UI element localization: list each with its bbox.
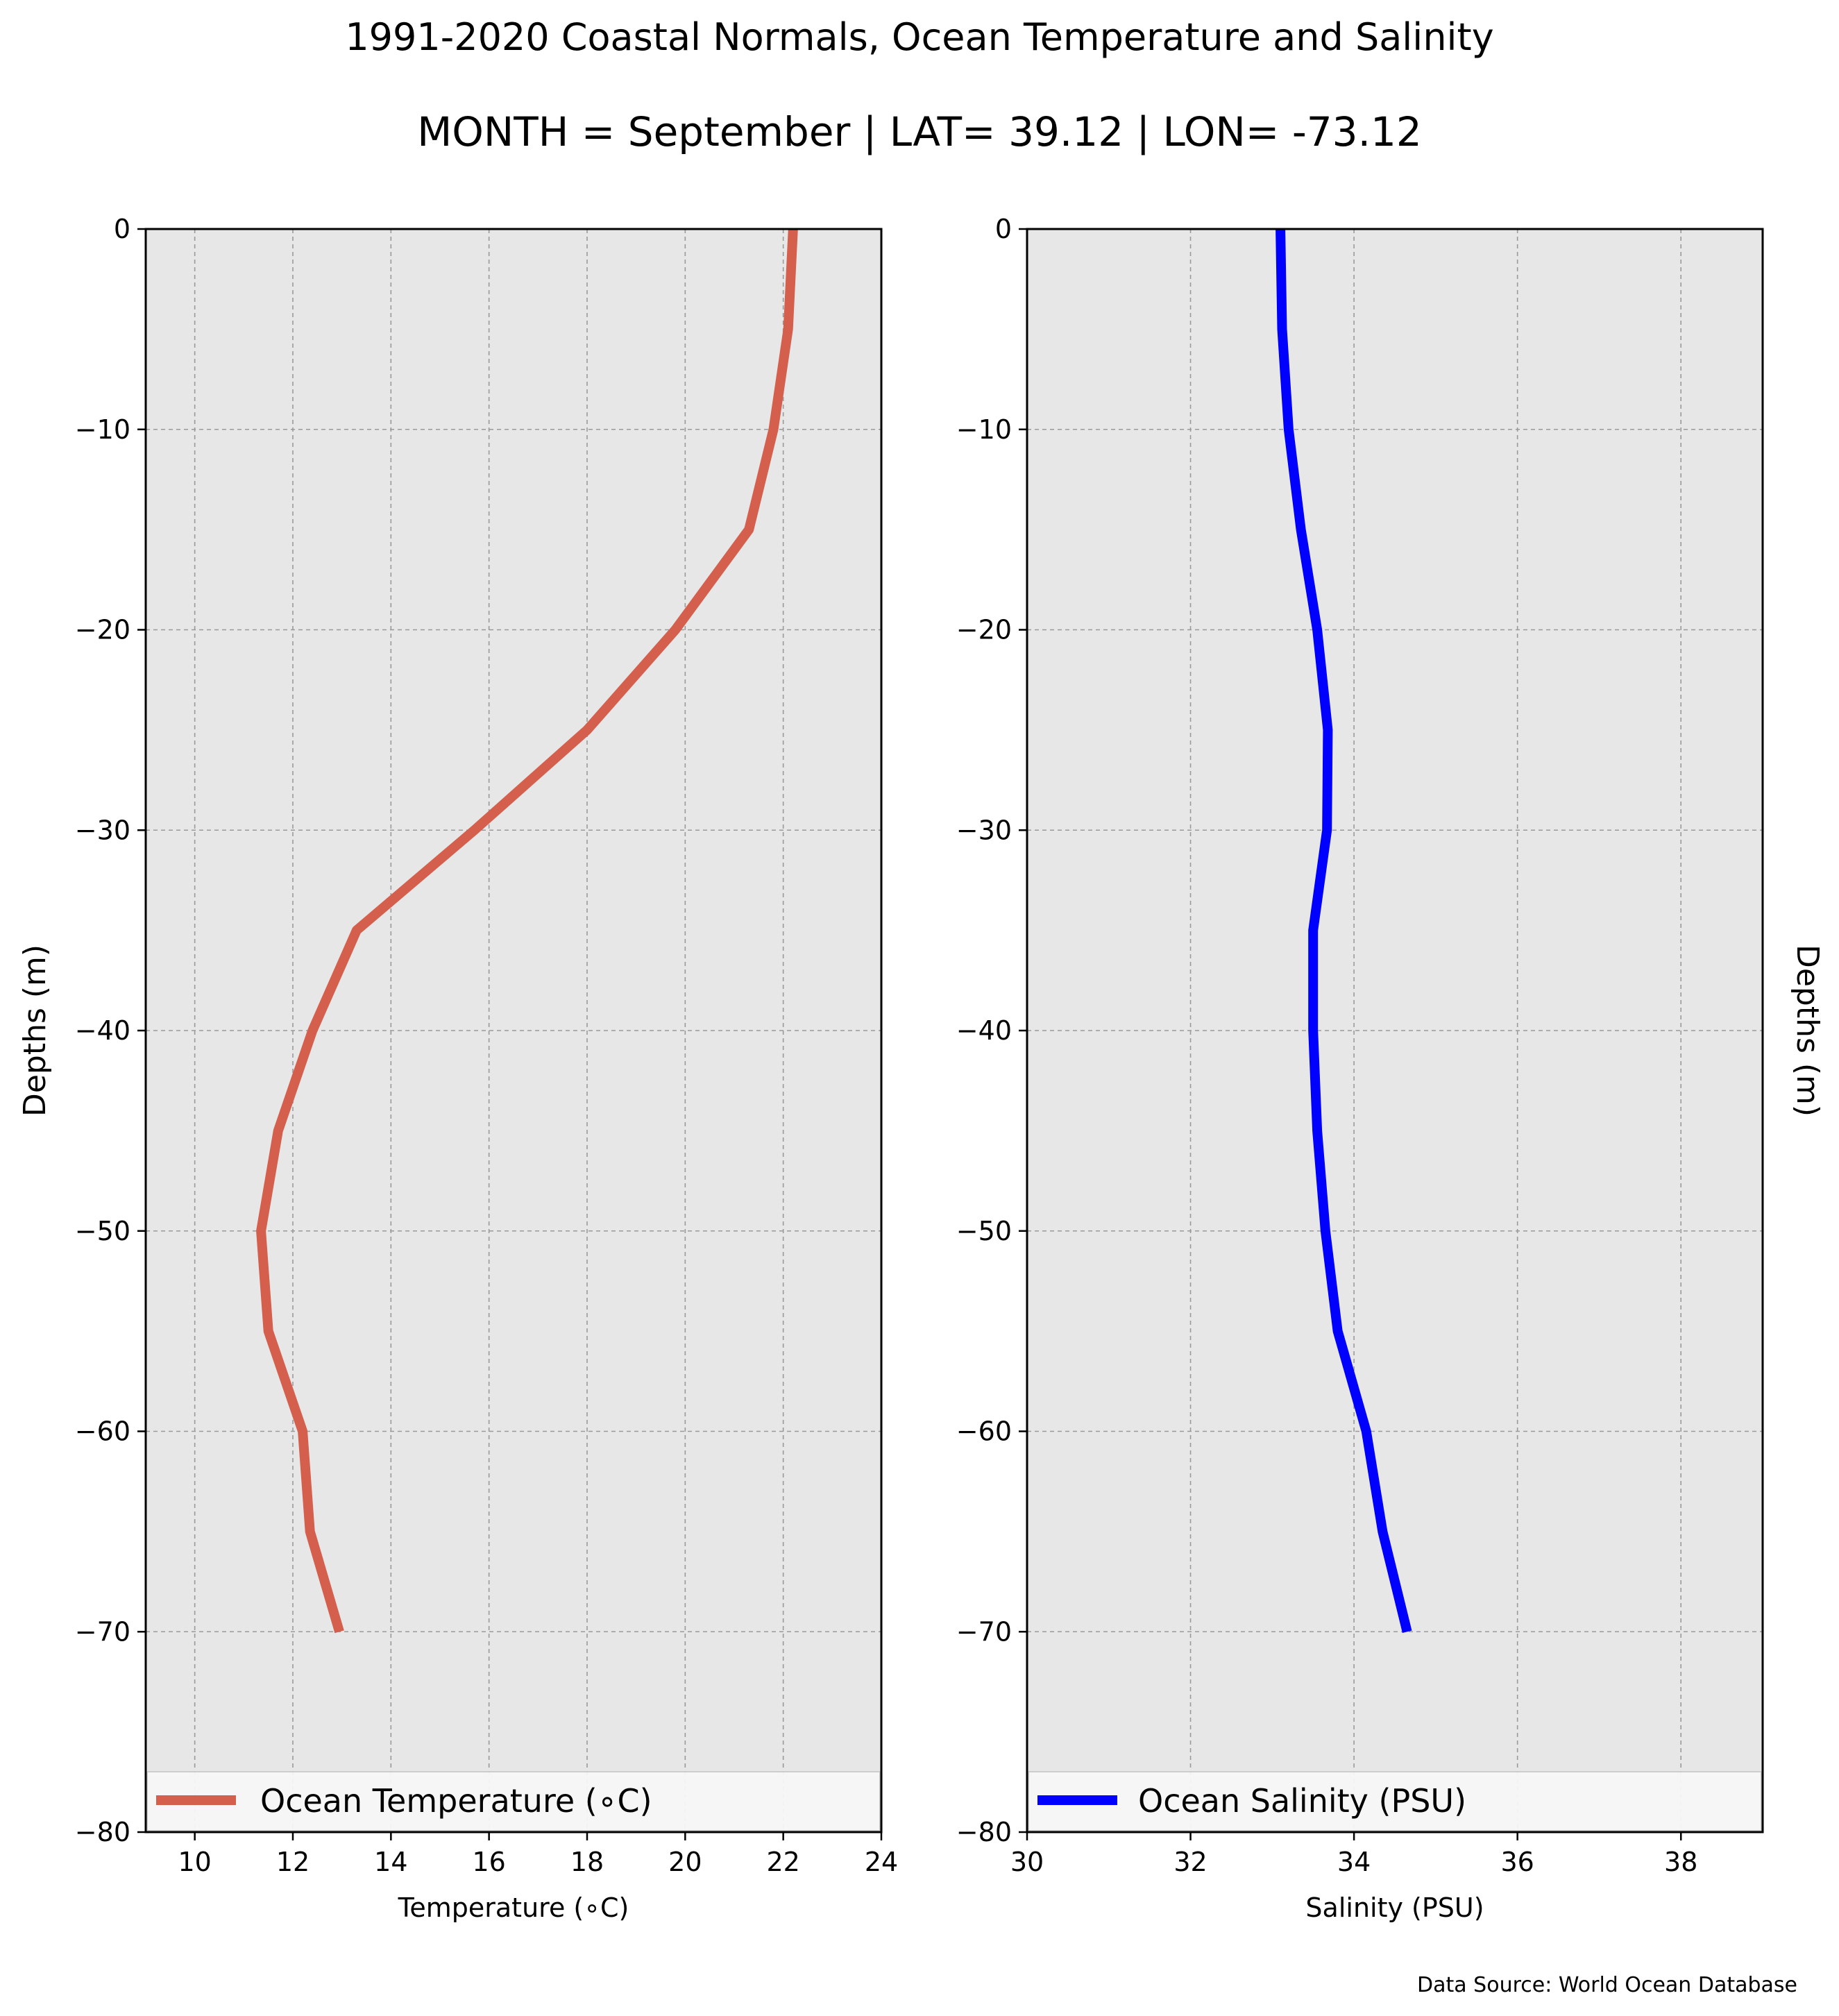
salinity-y-tick-label: 0	[995, 214, 1012, 244]
temperature-legend-label: Ocean Temperature (∘C)	[260, 1782, 652, 1820]
salinity-y-tick-label: −60	[956, 1416, 1012, 1447]
salinity-y-tick-label: −70	[956, 1616, 1012, 1647]
salinity-legend-box	[1028, 1771, 1762, 1831]
salinity-y-tick-label: −40	[956, 1015, 1012, 1046]
temperature-x-tick-label: 22	[766, 1847, 799, 1877]
salinity-y-axis-label: Depths (m)	[1790, 945, 1825, 1117]
salinity-x-tick-label: 30	[1010, 1847, 1044, 1877]
salinity-y-tick-label: −80	[956, 1817, 1012, 1847]
temperature-grid	[146, 229, 881, 1832]
figure-title: 1991-2020 Coastal Normals, Ocean Tempera…	[345, 15, 1493, 59]
temperature-y-tick-label: −50	[75, 1216, 130, 1246]
salinity-y-tick-label: −10	[956, 414, 1012, 445]
temperature-series	[256, 228, 798, 1634]
temperature-x-tick-label: 12	[276, 1847, 310, 1877]
temperature-y-tick-label: −80	[75, 1817, 130, 1847]
temperature-legend: Ocean Temperature (∘C)	[146, 1771, 881, 1831]
data-source-note: Data Source: World Ocean Database	[1417, 1973, 1797, 1997]
temperature-x-tick-label: 10	[178, 1847, 211, 1877]
salinity-ticks: 30 32 34 36 38 0 −10 −20 −30 −40 −50 −60 −70 −80	[956, 214, 1698, 1877]
temperature-profile-line	[256, 228, 798, 1634]
salinity-y-tick-label: −20	[956, 615, 1012, 645]
temperature-x-tick-label: 18	[570, 1847, 604, 1877]
salinity-y-tick-label: −50	[956, 1216, 1012, 1246]
salinity-x-tick-label: 34	[1337, 1847, 1371, 1877]
temperature-x-tick-label: 14	[374, 1847, 407, 1877]
salinity-x-tick-label: 32	[1173, 1847, 1207, 1877]
temperature-x-axis-label: Temperature (∘C)	[398, 1892, 629, 1923]
salinity-y-tick-label: −30	[956, 815, 1012, 845]
temperature-y-tick-label: −20	[75, 615, 130, 645]
salinity-x-axis-label: Salinity (PSU)	[1305, 1892, 1484, 1923]
salinity-profile-line	[1276, 228, 1412, 1633]
temperature-y-axis-label: Depths (m)	[17, 945, 53, 1117]
temperature-ticks: 10 12 14 16 18 20 22 24 0 −10 −20 −30 −40 −50 −60 −70 −8…	[75, 214, 898, 1877]
temperature-y-tick-label: −60	[75, 1416, 130, 1447]
temperature-panel: Ocean Temperature (∘C) 10 12 14 16 18 20 22 24 0…	[17, 214, 898, 1923]
salinity-legend: Ocean Salinity (PSU)	[1028, 1771, 1762, 1831]
salinity-series	[1276, 228, 1412, 1633]
temperature-y-tick-label: −70	[75, 1616, 130, 1647]
salinity-panel: Ocean Salinity (PSU) 30 32 34 36 38 0 −10 −20 −3…	[956, 214, 1825, 1923]
temperature-x-tick-label: 24	[865, 1847, 898, 1877]
temperature-y-tick-label: −10	[75, 414, 130, 445]
temperature-y-tick-label: −30	[75, 815, 130, 845]
salinity-grid	[1027, 229, 1763, 1832]
salinity-legend-label: Ocean Salinity (PSU)	[1138, 1782, 1466, 1820]
salinity-x-tick-label: 36	[1500, 1847, 1534, 1877]
salinity-x-tick-label: 38	[1664, 1847, 1697, 1877]
temperature-x-tick-label: 16	[472, 1847, 505, 1877]
temperature-legend-box	[146, 1771, 881, 1831]
temperature-y-tick-label: 0	[114, 214, 130, 244]
temperature-y-tick-label: −40	[75, 1015, 130, 1046]
figure-subtitle: MONTH = September | LAT= 39.12 | LON= -7…	[417, 108, 1422, 155]
temperature-x-tick-label: 20	[668, 1847, 702, 1877]
